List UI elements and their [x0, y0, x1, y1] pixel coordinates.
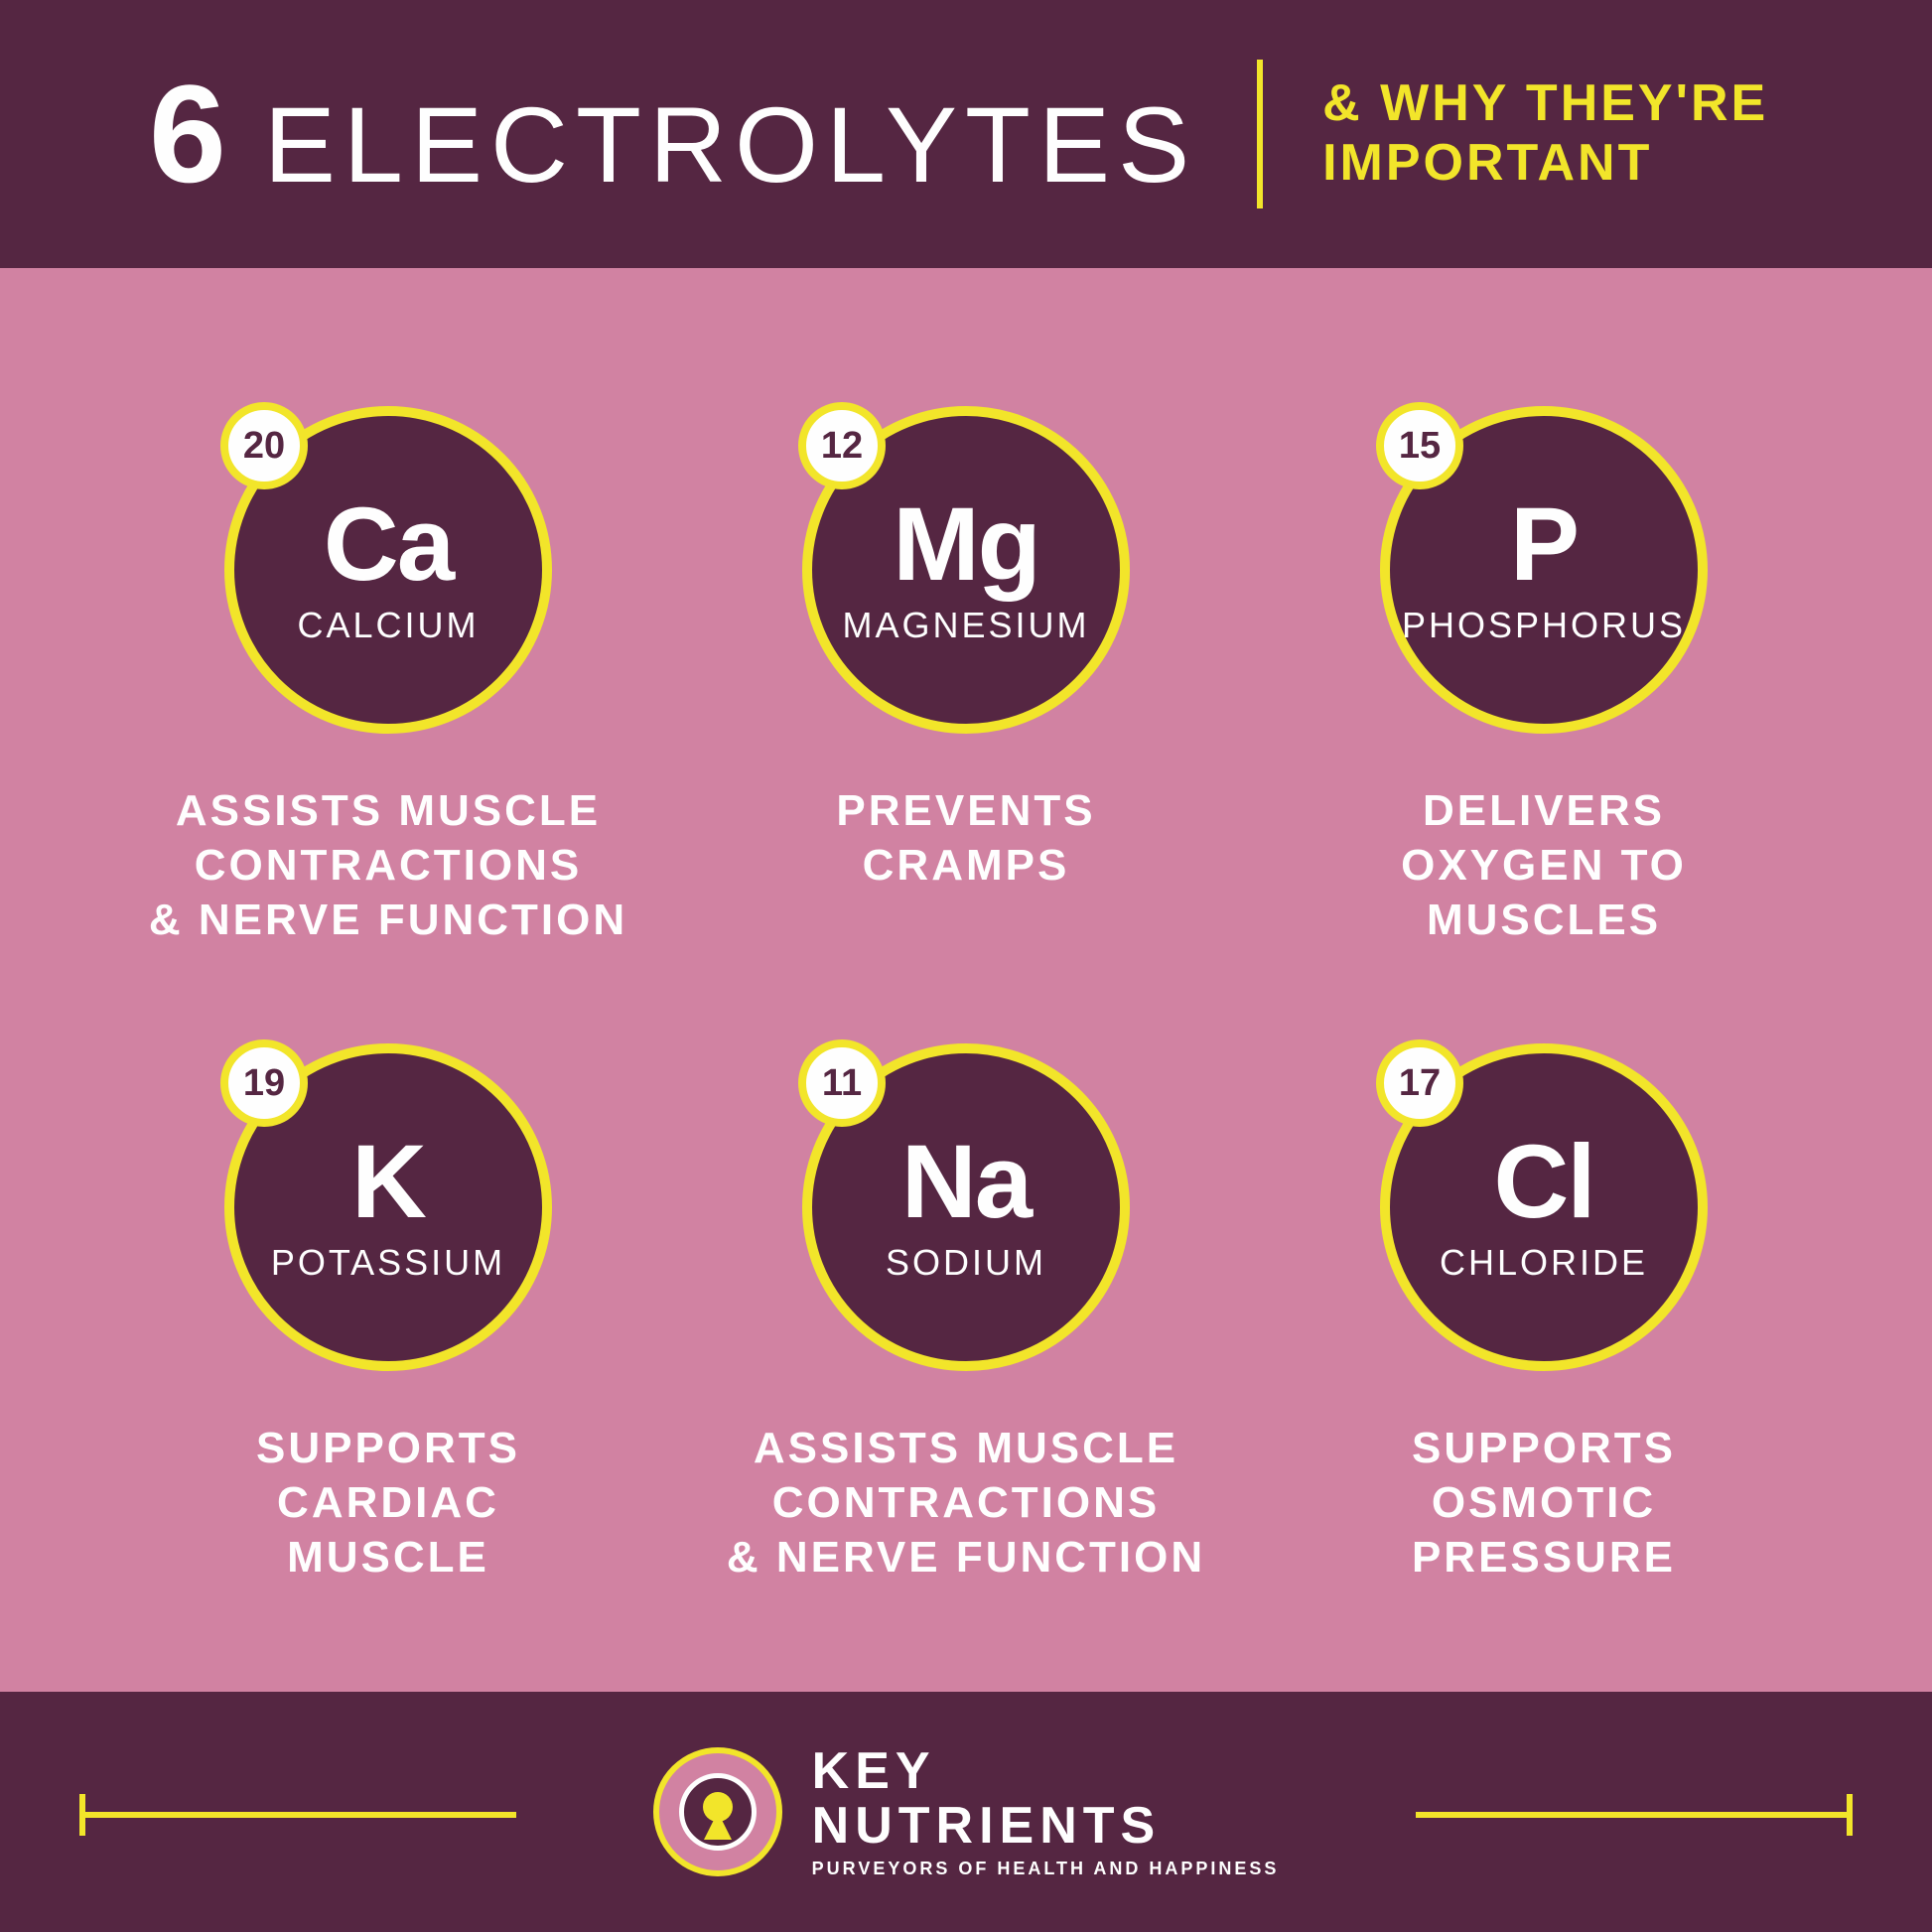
atomic-number-badge: 20 — [220, 402, 308, 489]
header-number: 6 — [149, 65, 224, 204]
footer-rule-left — [79, 1812, 516, 1818]
element-symbol: Cl — [1494, 1130, 1594, 1234]
infographic-page: 6 ELECTROLYTES & WHY THEY'RE IMPORTANT C… — [0, 0, 1932, 1932]
element-symbol: Ca — [324, 492, 453, 597]
header-subtitle-line2: IMPORTANT — [1322, 134, 1768, 194]
element-cell-potassium: K POTASSIUM 19 SUPPORTS CARDIAC MUSCLE — [119, 1043, 657, 1585]
element-cell-chloride: Cl CHLORIDE 17 SUPPORTS OSMOTIC PRESSURE — [1275, 1043, 1813, 1585]
element-badge: Cl CHLORIDE 17 — [1380, 1043, 1708, 1371]
element-badge: Mg MAGNESIUM 12 — [802, 406, 1130, 734]
brand-logo-icon — [653, 1747, 782, 1876]
element-cell-calcium: Ca CALCIUM 20 ASSISTS MUSCLE CONTRACTION… — [119, 406, 657, 947]
atomic-number: 11 — [822, 1064, 862, 1102]
atomic-number-badge: 17 — [1376, 1039, 1463, 1127]
brand-tagline: PURVEYORS OF HEALTH AND HAPPINESS — [812, 1859, 1280, 1879]
element-description: ASSISTS MUSCLE CONTRACTIONS & NERVE FUNC… — [727, 1421, 1205, 1585]
header-divider — [1257, 60, 1263, 208]
element-name: MAGNESIUM — [842, 605, 1089, 646]
atomic-number: 15 — [1399, 427, 1441, 465]
atomic-number-badge: 12 — [798, 402, 886, 489]
element-name: SODIUM — [886, 1242, 1046, 1284]
atomic-number: 12 — [821, 427, 863, 465]
element-cell-sodium: Na SODIUM 11 ASSISTS MUSCLE CONTRACTIONS… — [697, 1043, 1235, 1585]
keyhole-icon-stem — [704, 1812, 732, 1840]
atomic-number: 19 — [243, 1064, 285, 1102]
element-description: ASSISTS MUSCLE CONTRACTIONS & NERVE FUNC… — [149, 783, 627, 947]
element-cell-magnesium: Mg MAGNESIUM 12 PREVENTS CRAMPS — [697, 406, 1235, 947]
header-bar: 6 ELECTROLYTES & WHY THEY'RE IMPORTANT — [0, 0, 1932, 268]
element-description: SUPPORTS OSMOTIC PRESSURE — [1412, 1421, 1676, 1585]
brand-name-line2: NUTRIENTS — [812, 1799, 1280, 1854]
brand-text: KEY NUTRIENTS PURVEYORS OF HEALTH AND HA… — [812, 1744, 1280, 1879]
element-symbol: P — [1510, 492, 1578, 597]
atomic-number: 20 — [243, 427, 285, 465]
elements-row-1: Ca CALCIUM 20 ASSISTS MUSCLE CONTRACTION… — [119, 406, 1813, 947]
element-name: PHOSPHORUS — [1402, 605, 1686, 646]
header-title-group: 6 ELECTROLYTES — [149, 65, 1197, 204]
element-badge: Ca CALCIUM 20 — [224, 406, 552, 734]
header-subtitle-line1: & WHY THEY'RE — [1322, 74, 1768, 134]
atomic-number-badge: 15 — [1376, 402, 1463, 489]
brand-name-line1: KEY — [812, 1744, 1280, 1799]
element-badge: Na SODIUM 11 — [802, 1043, 1130, 1371]
element-name: POTASSIUM — [271, 1242, 505, 1284]
atomic-number: 17 — [1399, 1064, 1441, 1102]
element-description: PREVENTS CRAMPS — [836, 783, 1095, 893]
atomic-number-badge: 11 — [798, 1039, 886, 1127]
element-badge: K POTASSIUM 19 — [224, 1043, 552, 1371]
element-cell-phosphorus: P PHOSPHORUS 15 DELIVERS OXYGEN TO MUSCL… — [1275, 406, 1813, 947]
element-symbol: K — [351, 1130, 425, 1234]
header-subtitle: & WHY THEY'RE IMPORTANT — [1322, 74, 1768, 194]
element-description: DELIVERS OXYGEN TO MUSCLES — [1401, 783, 1687, 947]
atomic-number-badge: 19 — [220, 1039, 308, 1127]
brand-block: KEY NUTRIENTS PURVEYORS OF HEALTH AND HA… — [653, 1744, 1280, 1879]
element-name: CALCIUM — [297, 605, 479, 646]
element-badge: P PHOSPHORUS 15 — [1380, 406, 1708, 734]
element-symbol: Na — [901, 1130, 1031, 1234]
element-name: CHLORIDE — [1440, 1242, 1648, 1284]
header-title: ELECTROLYTES — [264, 91, 1197, 199]
footer-bar: KEY NUTRIENTS PURVEYORS OF HEALTH AND HA… — [0, 1692, 1932, 1932]
element-description: SUPPORTS CARDIAC MUSCLE — [256, 1421, 520, 1585]
elements-row-2: K POTASSIUM 19 SUPPORTS CARDIAC MUSCLE N… — [119, 1043, 1813, 1585]
element-symbol: Mg — [893, 492, 1039, 597]
footer-rule-right — [1416, 1812, 1853, 1818]
elements-grid: Ca CALCIUM 20 ASSISTS MUSCLE CONTRACTION… — [0, 268, 1932, 1692]
